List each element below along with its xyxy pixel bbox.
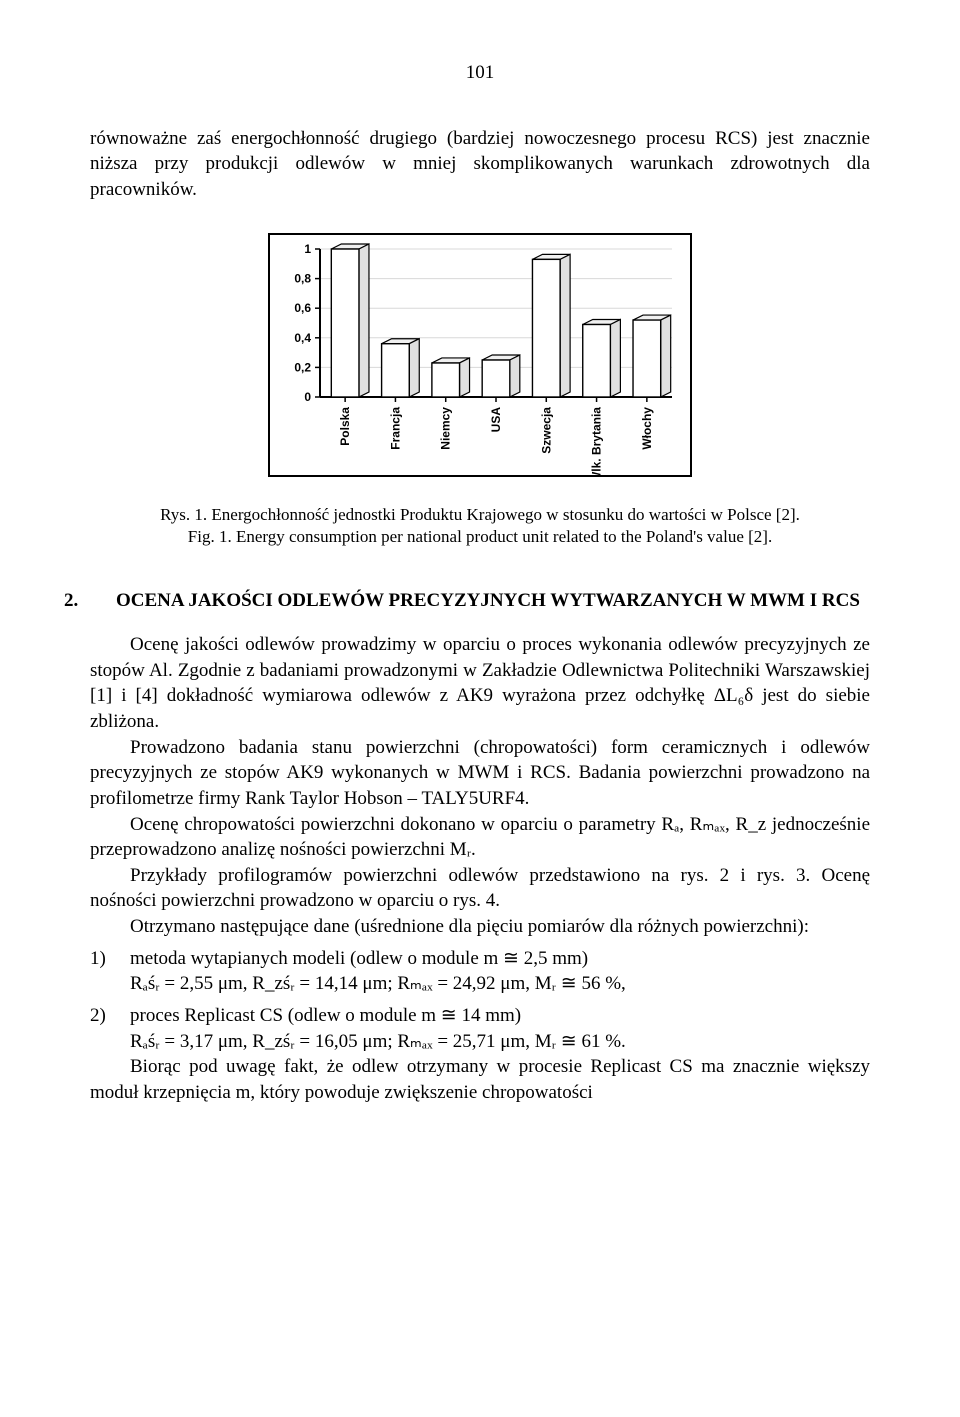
closing-paragraph: Biorąc pod uwagę fakt, że odlew otrzyman… (90, 1054, 870, 1105)
paragraph-3: Ocenę chropowatości powierzchni dokonano… (90, 812, 870, 863)
list-item-1: 1)metoda wytapianych modeli (odlew o mod… (90, 946, 870, 972)
chart-frame: 0 0,2 0,4 0,6 0,8 1 Polska Francja Niemcy USA Szwe… (268, 233, 692, 477)
section-heading: 2.OCENA JAKOŚCI ODLEWÓW PRECYZYJNYCH WYT… (116, 588, 870, 614)
paragraph-4: Przykłady profilogramów powierzchni odle… (90, 863, 870, 914)
list-number: 2) (90, 1003, 130, 1029)
paragraph-5: Otrzymano następujące dane (uśrednione d… (90, 914, 870, 940)
paragraph-2: Prowadzono badania stanu powierzchni (ch… (90, 735, 870, 812)
svg-text:1: 1 (304, 242, 311, 256)
svg-text:Włochy: Włochy (640, 406, 654, 449)
svg-text:0,8: 0,8 (294, 271, 311, 285)
list-item-text: metoda wytapianych modeli (odlew o modul… (130, 948, 588, 969)
page-number: 101 (90, 60, 870, 86)
chart-container: 0 0,2 0,4 0,6 0,8 1 Polska Francja Niemcy USA Szwe… (90, 233, 870, 485)
svg-text:Francja: Francja (388, 406, 402, 449)
svg-text:Wlk. Brytania: Wlk. Brytania (590, 406, 604, 474)
intro-paragraph: równoważne zaś energochłonność drugiego … (90, 126, 870, 203)
svg-text:Polska: Polska (338, 406, 352, 445)
list-item-1-sub: Rₐśᵣ = 2,55 μm, R_zśᵣ = 14,14 μm; Rₘₐₓ =… (90, 971, 870, 997)
svg-text:0: 0 (304, 390, 311, 404)
caption-english: Fig. 1. Energy consumption per national … (90, 526, 870, 548)
list-item-2-sub: Rₐśᵣ = 3,17 μm, R_zśᵣ = 16,05 μm; Rₘₐₓ =… (90, 1029, 870, 1055)
svg-text:Niemcy: Niemcy (439, 406, 453, 449)
section-title: OCENA JAKOŚCI ODLEWÓW PRECYZYJNYCH WYTWA… (116, 590, 860, 611)
svg-text:0,2: 0,2 (294, 360, 311, 374)
svg-text:USA: USA (489, 406, 503, 432)
paragraph-1: Ocenę jakości odlewów prowadzimy w oparc… (90, 632, 870, 735)
svg-text:0,4: 0,4 (294, 330, 311, 344)
list-item-2: 2)proces Replicast CS (odlew o module m … (90, 1003, 870, 1029)
section-number: 2. (90, 588, 116, 614)
svg-text:0,6: 0,6 (294, 301, 311, 315)
list-item-text: proces Replicast CS (odlew o module m ≅ … (130, 1005, 521, 1026)
figure-caption: Rys. 1. Energochłonność jednostki Produk… (90, 504, 870, 548)
bar-chart: 0 0,2 0,4 0,6 0,8 1 Polska Francja Niemcy USA Szwe… (270, 235, 690, 475)
svg-text:Szwecja: Szwecja (539, 406, 553, 453)
list-number: 1) (90, 946, 130, 972)
caption-polish: Rys. 1. Energochłonność jednostki Produk… (90, 504, 870, 526)
